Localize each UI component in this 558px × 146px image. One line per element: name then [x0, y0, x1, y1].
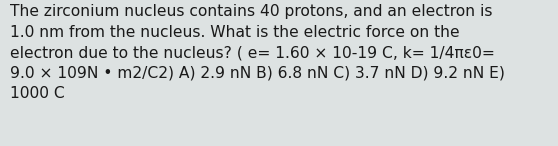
- Text: The zirconium nucleus contains 40 protons, and an electron is
1.0 nm from the nu: The zirconium nucleus contains 40 proton…: [10, 4, 505, 101]
